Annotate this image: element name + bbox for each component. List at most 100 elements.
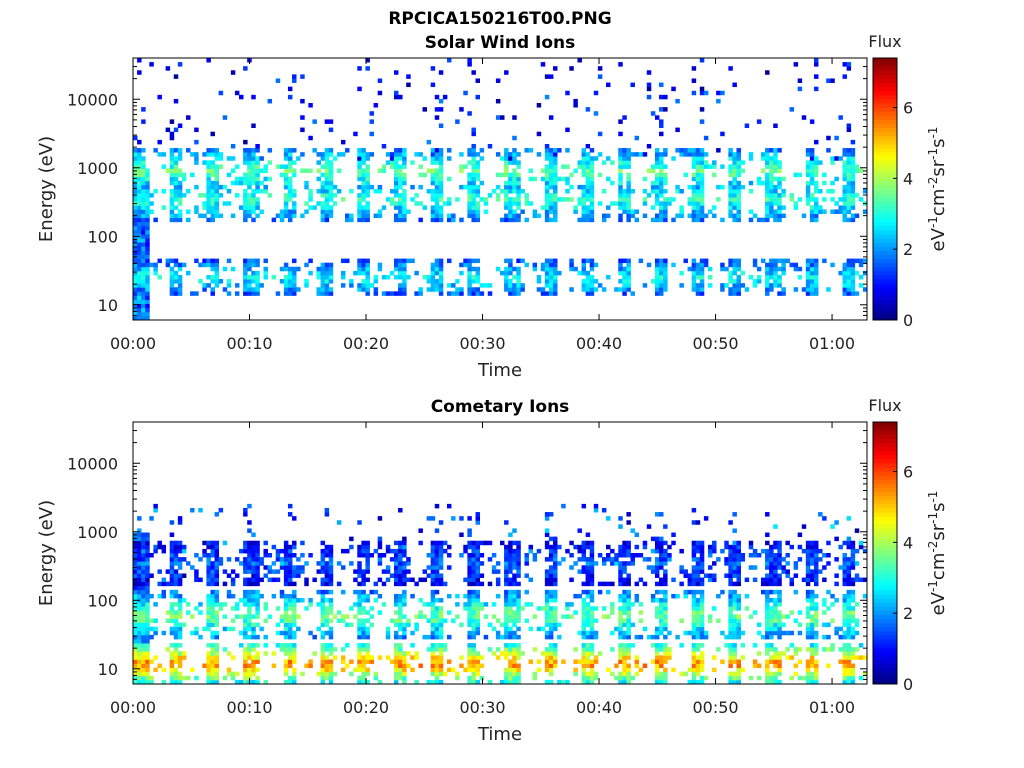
heatmap-cell (467, 651, 472, 656)
heatmap-cell (699, 180, 705, 186)
heatmap-cell (573, 561, 578, 566)
heatmap-cell (663, 626, 668, 632)
heatmap-cell (850, 176, 856, 182)
heatmap-cell (504, 148, 509, 153)
heatmap-cell (357, 205, 362, 210)
heatmap-cell (781, 266, 786, 272)
heatmap-cell (659, 291, 664, 296)
heatmap-cell (728, 164, 733, 169)
heatmap-cell (243, 602, 248, 607)
heatmap-cell (695, 217, 701, 223)
heatmap-cell (137, 246, 142, 251)
heatmap-cell (699, 148, 705, 153)
heatmap-cell (691, 544, 697, 550)
heatmap-cell (752, 659, 758, 664)
heatmap-cell (679, 152, 684, 157)
heatmap-cell (475, 655, 481, 660)
heatmap-cell (654, 659, 660, 664)
heatmap-cell (830, 78, 835, 83)
heatmap-cell (361, 184, 366, 190)
heatmap-cell (610, 610, 615, 615)
heatmap-cell (206, 675, 211, 681)
heatmap-cell (434, 565, 440, 570)
heatmap-cell (316, 602, 321, 607)
heatmap-cell (834, 135, 839, 141)
heatmap-cell (760, 180, 766, 186)
heatmap-cell (785, 573, 790, 578)
heatmap-cell (773, 258, 778, 264)
heatmap-cell (581, 647, 587, 652)
heatmap-cell (324, 512, 330, 517)
heatmap-cell (777, 160, 782, 165)
heatmap-cell (663, 655, 668, 660)
heatmap-cell (654, 152, 660, 157)
heatmap-cell (659, 213, 664, 219)
heatmap-cell (597, 74, 603, 79)
heatmap-cell (659, 180, 664, 186)
heatmap-cell (622, 270, 627, 276)
heatmap-cell (463, 577, 468, 583)
heatmap-cell (557, 197, 562, 202)
heatmap-cell (393, 184, 399, 190)
heatmap-cell (769, 634, 774, 640)
heatmap-cell (618, 630, 623, 636)
heatmap-cell (283, 593, 289, 599)
heatmap-cell (544, 655, 550, 660)
heatmap-cell (813, 262, 819, 268)
heatmap-cell (756, 553, 762, 558)
heatmap-cell (467, 262, 472, 268)
heatmap-cell (210, 279, 215, 284)
heatmap-cell (145, 225, 150, 231)
heatmap-cell (842, 168, 848, 174)
heatmap-cell (353, 589, 358, 595)
heatmap-cell (393, 266, 399, 272)
heatmap-cell (618, 569, 623, 574)
heatmap-cell (402, 553, 407, 558)
heatmap-cell (283, 602, 289, 607)
heatmap-cell (177, 548, 183, 554)
heatmap-cell (308, 663, 313, 669)
heatmap-cell (406, 622, 411, 628)
colorbar-segment (873, 164, 897, 170)
heatmap-cell (622, 667, 627, 673)
heatmap-cell (536, 274, 542, 280)
heatmap-cell (161, 544, 167, 550)
heatmap-cell (357, 160, 362, 165)
heatmap-cell (748, 152, 754, 157)
heatmap-cell (504, 671, 509, 677)
heatmap-cell (479, 291, 485, 296)
heatmap-cell (328, 671, 334, 677)
heatmap-cell (512, 618, 517, 623)
heatmap-cell (141, 266, 146, 272)
heatmap-cell (430, 544, 436, 550)
heatmap-cell (687, 679, 693, 685)
heatmap-cell (777, 176, 782, 182)
heatmap-cell (854, 193, 860, 198)
heatmap-cell (214, 283, 220, 288)
heatmap-cell (133, 647, 138, 652)
heatmap-cell (540, 287, 546, 292)
heatmap-cell (434, 561, 440, 566)
heatmap-cell (805, 279, 811, 284)
heatmap-cell (255, 172, 260, 178)
heatmap-cell (324, 217, 330, 223)
heatmap-cell (149, 626, 154, 632)
heatmap-cell (194, 630, 199, 636)
heatmap-cell (777, 577, 782, 583)
heatmap-cell (650, 164, 656, 169)
heatmap-cell (398, 663, 403, 669)
heatmap-cell (357, 553, 362, 558)
heatmap-cell (324, 262, 330, 268)
heatmap-cell (659, 610, 664, 615)
heatmap-cell (320, 577, 326, 583)
heatmap-cell (214, 168, 220, 174)
heatmap-cell (516, 626, 521, 632)
heatmap-cell (544, 679, 550, 685)
heatmap-cell (226, 626, 232, 632)
heatmap-cell (581, 679, 587, 685)
heatmap-cell (414, 651, 419, 656)
heatmap-cell (133, 299, 138, 305)
heatmap-cell (667, 544, 672, 550)
heatmap-cell (695, 168, 701, 174)
heatmap-cell (663, 581, 668, 587)
